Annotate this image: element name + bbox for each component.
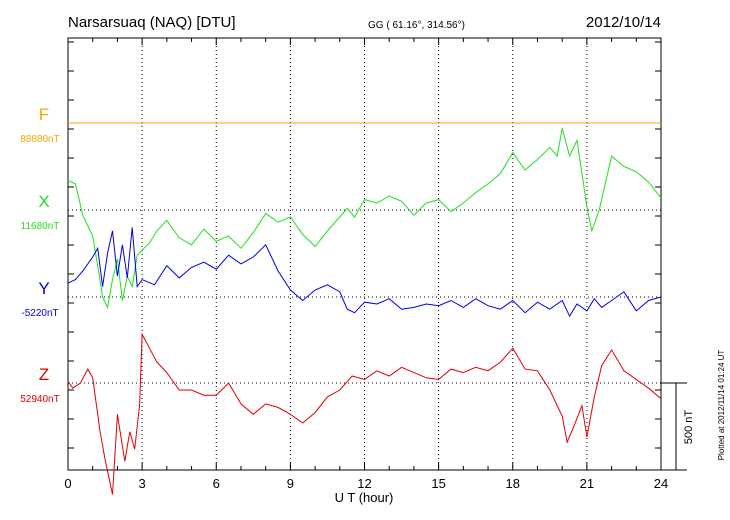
series-labels: F 88880nT X 11680nT Y -5220nT Z 52940nT bbox=[20, 105, 59, 405]
x-tick-label: 9 bbox=[287, 476, 294, 491]
geo-coordinates: GG ( 61.16°, 314.56°) bbox=[368, 20, 465, 31]
x-tick-label: 0 bbox=[64, 476, 71, 491]
x-tick-label: 3 bbox=[139, 476, 146, 491]
series-name-z: Z bbox=[39, 365, 49, 384]
series-name-f: F bbox=[39, 105, 49, 124]
x-tick-label: 24 bbox=[654, 476, 668, 491]
axis-ticks bbox=[67, 38, 662, 470]
x-axis-label: U T (hour) bbox=[335, 490, 394, 505]
series-line-y bbox=[67, 227, 662, 318]
baseline-value-z: 52940nT bbox=[20, 394, 59, 405]
baseline-value-f: 88880nT bbox=[20, 134, 59, 145]
series-lines bbox=[67, 122, 662, 495]
x-tick-label: 21 bbox=[580, 476, 594, 491]
baseline-value-y: -5220nT bbox=[21, 308, 58, 319]
grid-lines bbox=[68, 38, 661, 470]
x-tick-label: 6 bbox=[213, 476, 220, 491]
x-tick-labels: 0 3 6 9 12 15 18 21 24 bbox=[64, 476, 668, 491]
x-tick-label: 12 bbox=[357, 476, 371, 491]
x-tick-label: 18 bbox=[506, 476, 520, 491]
series-name-y: Y bbox=[38, 279, 49, 298]
x-tick-label: 15 bbox=[431, 476, 445, 491]
scale-bar: 500 nT bbox=[661, 382, 695, 471]
series-line-z bbox=[67, 332, 662, 495]
series-name-x: X bbox=[38, 192, 49, 211]
station-title: Narsarsuaq (NAQ) [DTU] bbox=[68, 14, 236, 31]
plotted-at-note: Plotted at 2012/11/14 01:24 UT bbox=[717, 350, 726, 461]
scale-bar-label: 500 nT bbox=[683, 410, 695, 445]
plot-date: 2012/10/14 bbox=[586, 14, 661, 31]
baseline-value-x: 11680nT bbox=[21, 221, 60, 232]
